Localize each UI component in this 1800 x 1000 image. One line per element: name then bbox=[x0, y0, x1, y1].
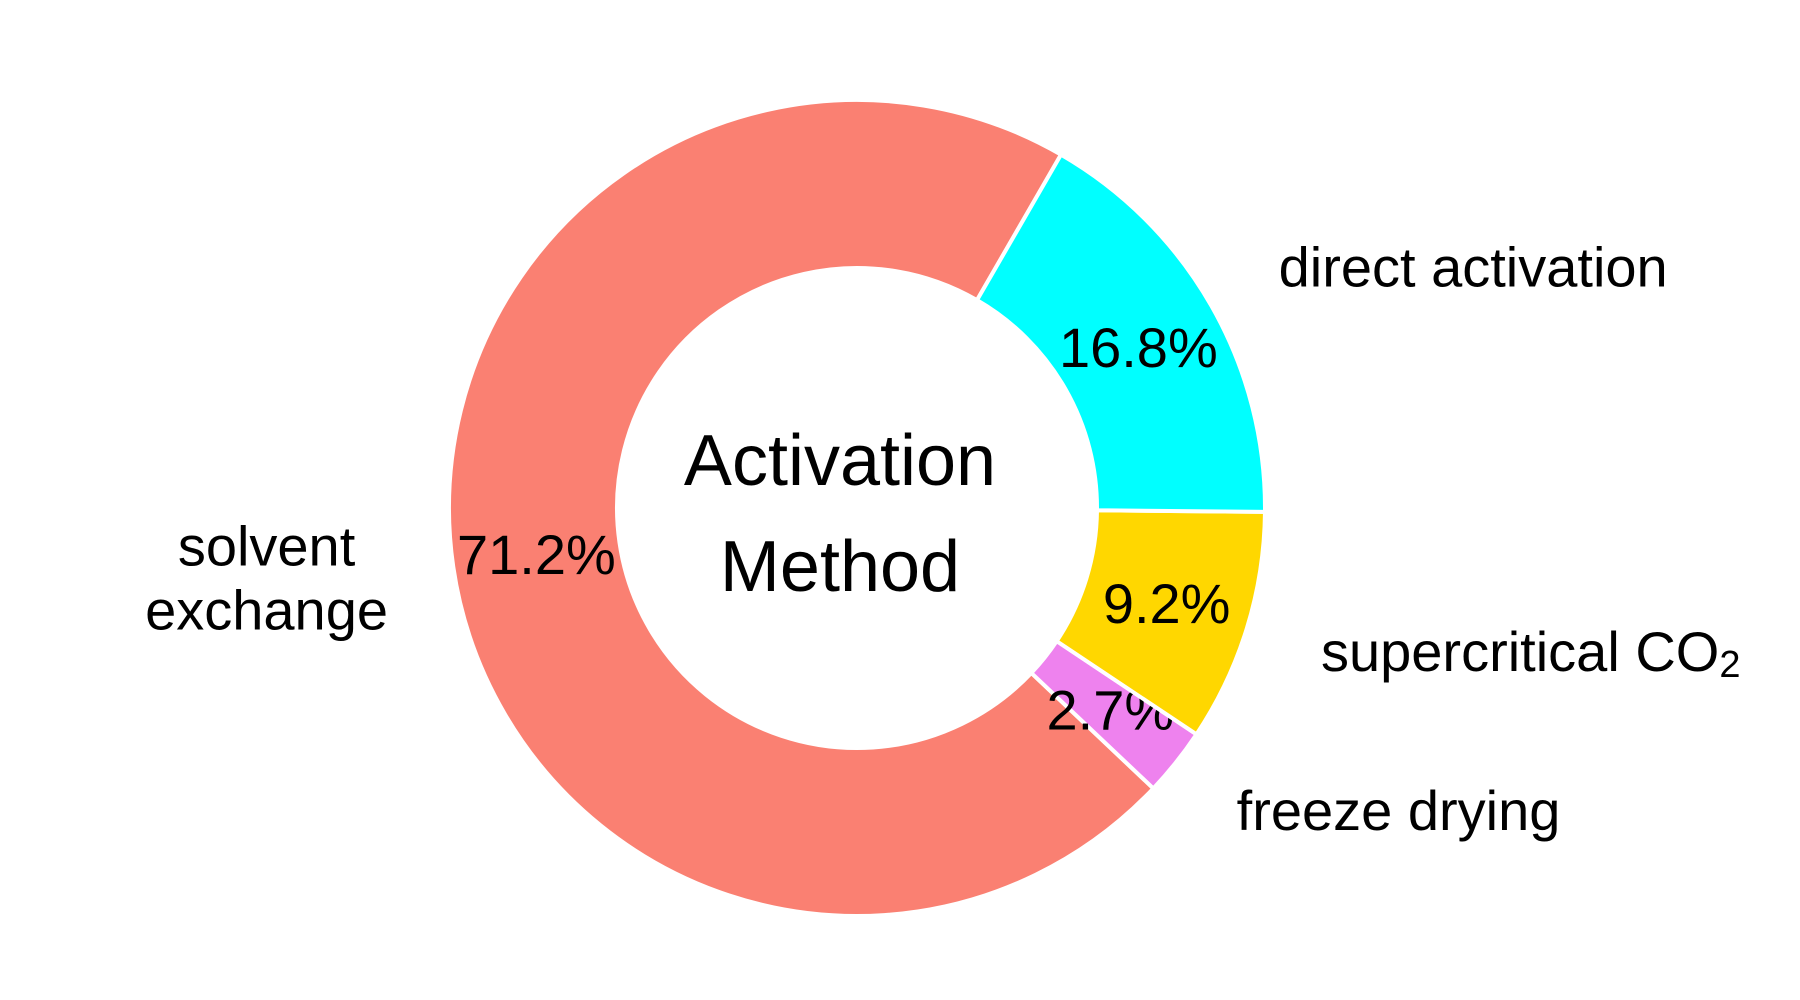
value-label-solvent-exchange: 71.2% bbox=[457, 523, 616, 586]
category-label-freeze-drying: freeze drying bbox=[1237, 779, 1561, 842]
center-title-line-1: Activation bbox=[683, 421, 997, 501]
category-label-solvent-exchange: solvent exchange bbox=[145, 514, 388, 641]
value-label-direct-activation: 16.8% bbox=[1059, 316, 1218, 379]
category-label-supercritical-co2: supercritical CO2 bbox=[1321, 619, 1740, 686]
slice-direct-activation bbox=[975, 152, 1267, 514]
value-label-supercritical-co2: 9.2% bbox=[1103, 572, 1231, 635]
center-title-line-2: Method bbox=[719, 527, 961, 607]
category-label-direct-activation: direct activation bbox=[1279, 236, 1668, 299]
slice-solvent-exchange bbox=[447, 98, 1156, 918]
